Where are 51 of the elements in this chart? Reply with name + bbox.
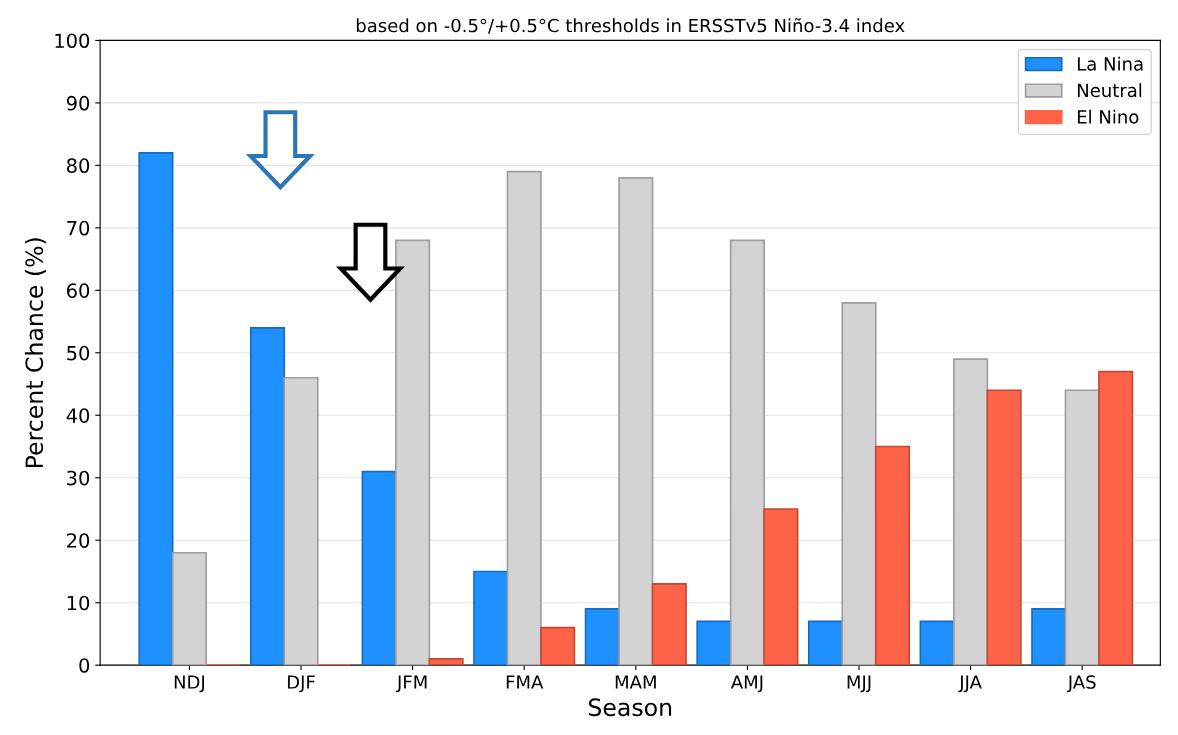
legend-label: El Nino [1077,109,1139,124]
x-tick-label: JJA [958,675,982,693]
y-tick-label: 90 [66,95,90,111]
y-tick-label: 40 [66,408,90,423]
chart-title: based on -0.5°/+0.5°C thresholds in ERSSTv5 Niño-3.4 index [356,18,905,34]
y-tick-label: 10 [67,595,90,611]
bar [651,583,687,666]
x-tick-label: JAS [1066,675,1096,693]
bar [763,508,799,666]
y-tick-label: 0 [79,658,90,673]
bar [473,570,509,666]
y-axis-title: Percent Chance (%) [24,238,46,468]
bar [807,620,844,666]
bar [696,620,732,666]
bar [540,626,576,666]
x-tick-label: NDJ [174,675,204,693]
bar [171,551,207,666]
bar [138,152,174,666]
y-tick-label: 80 [66,158,90,174]
bar [428,658,464,666]
bar [584,608,620,666]
y-tick-label: 60 [67,283,90,298]
bar [283,376,319,666]
bar [841,301,877,666]
y-tick-label: 50 [67,345,90,361]
y-tick-label: 30 [67,470,90,486]
x-tick-label: MJJ [847,675,871,693]
bar [729,239,765,666]
x-tick-label: MAM [615,675,656,689]
x-axis-title: Season [588,698,672,717]
bar [1098,370,1134,666]
bar [249,326,286,666]
bar [1064,389,1100,666]
x-tick-label: AMJ [730,675,763,693]
bar [506,170,542,666]
bar [1031,608,1067,666]
bar [919,620,955,666]
bar [986,389,1022,666]
legend-label: Neutral [1077,83,1142,98]
y-tick-label: 70 [67,220,90,236]
x-tick-label: JFM [396,675,427,693]
bar [953,358,989,666]
x-tick-label: DJF [287,675,315,693]
y-tick-label: 20 [67,533,90,548]
legend-label: La Nina [1077,56,1143,71]
bar [395,239,431,666]
bar [618,177,654,666]
x-tick-label: FMA [506,675,544,689]
bar [361,470,397,666]
bar [874,445,911,666]
y-tick-label: 100 [55,33,90,49]
